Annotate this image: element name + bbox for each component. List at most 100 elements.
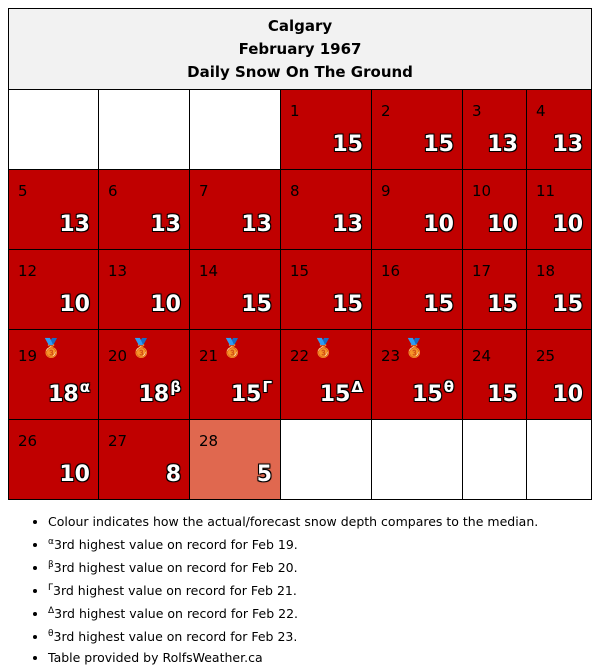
empty-day-cell <box>189 89 281 170</box>
snow-depth-value: 18α <box>48 378 90 407</box>
snow-depth-number: 15 <box>487 382 518 407</box>
day-cell-27: 27 8 <box>98 419 190 500</box>
snow-depth-value: 10 <box>150 292 181 317</box>
empty-day-cell <box>280 419 372 500</box>
snow-depth-value: 10 <box>423 212 454 237</box>
snow-depth-value: 15 <box>423 292 454 317</box>
snow-depth-value: 13 <box>332 212 363 237</box>
snow-depth-number: 13 <box>241 212 272 237</box>
bronze-medal-icon: 🥉 <box>403 338 426 359</box>
snow-depth-number: 15 <box>412 382 443 407</box>
day-cell-23: 23 🥉 15θ <box>371 329 463 420</box>
day-number: 26 <box>18 432 38 450</box>
day-number: 28 <box>199 432 219 450</box>
day-number: 8 <box>290 182 300 200</box>
snow-depth-number: 15 <box>332 132 363 157</box>
day-number: 13 <box>108 262 128 280</box>
day-cell-10: 10 10 <box>462 169 527 250</box>
snow-depth-value: 15 <box>241 292 272 317</box>
chart-subtitle: Daily Snow On The Ground <box>187 62 413 81</box>
day-cell-3: 3 13 <box>462 89 527 170</box>
snow-calendar: Calgary February 1967 Daily Snow On The … <box>7 8 593 500</box>
empty-day-cell <box>525 419 593 500</box>
day-number: 14 <box>199 262 219 280</box>
snow-depth-number: 18 <box>138 382 170 407</box>
footnote-item: α3rd highest value on record for Feb 19. <box>48 532 538 555</box>
footnote-item: β3rd highest value on record for Feb 20. <box>48 555 538 578</box>
snow-depth-value: 10 <box>487 212 518 237</box>
snow-depth-number: 15 <box>332 292 363 317</box>
day-cell-24: 24 15 <box>462 329 527 420</box>
bronze-medal-icon: 🥉 <box>221 338 244 359</box>
day-number: 25 <box>536 347 556 365</box>
day-cell-21: 21 🥉 15Γ <box>189 329 281 420</box>
snow-depth-value: 15Δ <box>320 378 363 407</box>
day-cell-13: 13 10 <box>98 249 190 330</box>
day-cell-12: 12 10 <box>8 249 99 330</box>
day-cell-8: 8 13 <box>280 169 372 250</box>
snow-depth-number: 5 <box>256 462 272 487</box>
day-cell-19: 19 🥉 18α <box>8 329 99 420</box>
snow-depth-number: 15 <box>552 292 584 317</box>
day-cell-16: 16 15 <box>371 249 463 330</box>
day-number: 18 <box>536 262 556 280</box>
footnote-item: θ3rd highest value on record for Feb 23. <box>48 624 538 647</box>
calendar-week: 12 10 13 10 14 15 15 15 16 15 17 15 18 15 <box>8 249 593 330</box>
day-cell-5: 5 13 <box>8 169 99 250</box>
snow-depth-value: 13 <box>552 132 583 157</box>
record-footnote-marker: Γ <box>262 378 272 396</box>
day-cell-1: 1 15 <box>280 89 372 170</box>
footnote-marker: β <box>48 560 54 570</box>
snow-depth-number: 10 <box>487 212 518 237</box>
day-number: 4 <box>536 102 546 120</box>
day-number: 20 <box>108 347 128 365</box>
snow-depth-number: 10 <box>552 382 584 407</box>
footnote-marker: Δ <box>48 606 55 616</box>
day-cell-6: 6 13 <box>98 169 190 250</box>
snow-depth-number: 15 <box>230 382 262 407</box>
footnote-text: 3rd highest value on record for Feb 22. <box>54 606 298 621</box>
snow-depth-value: 15 <box>332 292 363 317</box>
snow-depth-value: 18β <box>139 378 181 407</box>
day-cell-22: 22 🥉 15Δ <box>280 329 372 420</box>
day-number: 19 <box>18 347 38 365</box>
snow-depth-number: 15 <box>241 292 272 317</box>
city-title: Calgary <box>267 16 333 35</box>
footnote-text: 3rd highest value on record for Feb 23. <box>53 629 298 644</box>
snow-depth-number: 10 <box>150 292 181 317</box>
day-number: 7 <box>199 182 209 200</box>
snow-depth-value: 10 <box>552 212 583 237</box>
snow-depth-number: 13 <box>552 132 584 157</box>
footnote-text: Table provided by RolfsWeather.ca <box>48 650 263 665</box>
calendar-week: 5 13 6 13 7 13 8 13 9 10 10 10 11 10 <box>8 169 593 250</box>
snow-depth-value: 10 <box>59 462 90 487</box>
record-footnote-marker: α <box>79 378 90 396</box>
day-number: 2 <box>381 102 391 120</box>
snow-depth-value: 13 <box>59 212 90 237</box>
snow-depth-value: 15 <box>423 132 454 157</box>
footnote-item: Table provided by RolfsWeather.ca <box>48 647 538 668</box>
calendar-week: 19 🥉 18α 20 🥉 18β 21 🥉 15Γ 22 🥉 15Δ 23 🥉 15θ 24 15 25 10 <box>8 329 593 420</box>
day-number: 10 <box>472 182 492 200</box>
snow-depth-number: 13 <box>332 212 363 237</box>
snow-depth-number: 10 <box>552 212 584 237</box>
snow-depth-number: 18 <box>48 382 79 407</box>
snow-depth-number: 15 <box>319 382 351 407</box>
footnote-item: Colour indicates how the actual/forecast… <box>48 511 538 532</box>
snow-depth-number: 13 <box>487 132 518 157</box>
footnote-text: Colour indicates how the actual/forecast… <box>48 514 539 529</box>
calendar-week: 1 15 2 15 3 13 4 13 <box>8 89 593 170</box>
day-cell-9: 9 10 <box>371 169 463 250</box>
day-cell-25: 25 10 <box>525 329 593 420</box>
footnote-text: 3rd highest value on record for Feb 19. <box>53 537 298 552</box>
snow-depth-value: 10 <box>59 292 90 317</box>
record-footnote-marker: Δ <box>351 378 363 396</box>
day-number: 3 <box>472 102 482 120</box>
bronze-medal-icon: 🥉 <box>312 338 335 359</box>
day-number: 11 <box>536 182 556 200</box>
empty-day-cell <box>371 419 463 500</box>
snow-depth-number: 13 <box>59 212 90 237</box>
snow-depth-value: 15 <box>487 382 518 407</box>
day-cell-14: 14 15 <box>189 249 281 330</box>
snow-depth-number: 13 <box>150 212 181 237</box>
